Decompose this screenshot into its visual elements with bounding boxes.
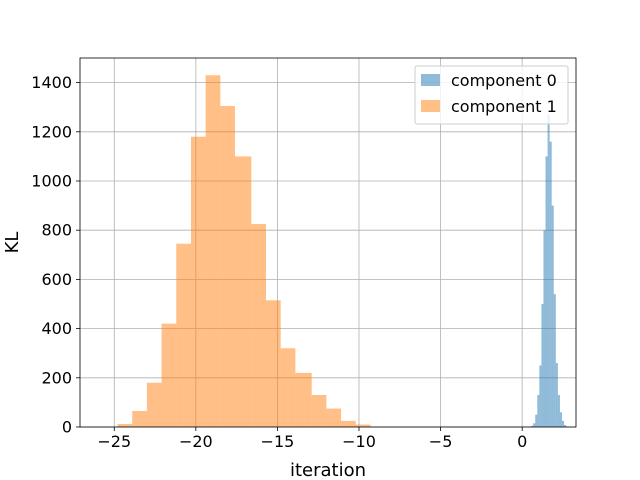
y-axis-label: KL xyxy=(2,232,23,254)
axis-ticks: −25 −20 −15 −10 −5 0 0 200 400 600 800 1000 1200 1400 xyxy=(31,73,527,451)
histogram-bar-component-1 xyxy=(176,243,191,427)
x-tick-label: −15 xyxy=(261,432,295,451)
histogram-bar-component-0 xyxy=(559,412,562,427)
histogram-bar-component-1 xyxy=(280,348,296,427)
legend-swatch-component-0 xyxy=(421,74,440,86)
y-tick-label: 600 xyxy=(41,270,72,289)
histogram-bar-component-0 xyxy=(545,156,548,427)
histogram-bar-component-1 xyxy=(341,420,356,427)
histogram-bar-component-0 xyxy=(539,365,542,427)
histogram-bar-component-0 xyxy=(564,425,567,427)
histogram-bar-component-1 xyxy=(266,300,281,427)
plot-frame xyxy=(79,57,577,428)
histogram-bar-component-1 xyxy=(146,382,162,427)
histogram-bar-component-1 xyxy=(132,411,147,427)
histogram-bar-component-1 xyxy=(190,136,206,427)
x-tick-label: −20 xyxy=(179,432,213,451)
y-tick-label: 0 xyxy=(62,418,72,437)
histogram-bar-component-0 xyxy=(555,363,558,427)
histogram-bars xyxy=(101,75,569,427)
histogram-bar-component-1 xyxy=(355,424,371,427)
histogram-bar-component-1 xyxy=(326,408,342,427)
histogram-bar-component-0 xyxy=(553,294,556,427)
histogram-bar-component-1 xyxy=(235,156,252,427)
histogram-bar-component-1 xyxy=(220,105,235,427)
histogram-bar-component-0 xyxy=(549,141,552,427)
histogram-bar-component-0 xyxy=(561,420,565,427)
histogram-bar-component-1 xyxy=(205,75,221,427)
histogram-bar-component-0 xyxy=(533,423,536,427)
y-tick-label: 1000 xyxy=(31,172,72,191)
y-tick-label: 400 xyxy=(41,319,72,338)
x-axis-label: iteration xyxy=(290,460,366,480)
histogram-bar-component-0 xyxy=(531,425,534,427)
histogram-bar-component-0 xyxy=(547,114,550,427)
histogram-bar-component-0 xyxy=(543,230,546,427)
x-tick-label: −10 xyxy=(342,432,376,451)
histogram-bar-component-1 xyxy=(251,224,266,427)
x-tick-label: 0 xyxy=(517,432,527,451)
x-tick-label: −25 xyxy=(97,432,131,451)
y-tick-label: 1200 xyxy=(31,122,72,141)
histogram-bar-component-0 xyxy=(535,414,538,427)
x-tick-label: −5 xyxy=(429,432,453,451)
histogram-bar-component-1 xyxy=(295,372,312,427)
legend-label-component-1: component 1 xyxy=(451,97,557,116)
y-tick-label: 800 xyxy=(41,221,72,240)
legend: component 0 component 1 xyxy=(414,65,569,125)
legend-swatch-component-1 xyxy=(421,100,440,112)
histogram-bar-component-1 xyxy=(161,323,177,427)
y-tick-label: 200 xyxy=(41,368,72,387)
legend-box xyxy=(414,65,569,125)
y-tick-label: 1400 xyxy=(31,73,72,92)
histogram-bar-component-1 xyxy=(311,395,327,427)
legend-label-component-0: component 0 xyxy=(451,71,557,90)
histogram-bar-component-0 xyxy=(551,205,554,427)
histogram-bar-component-0 xyxy=(557,395,560,427)
histogram-bar-component-0 xyxy=(537,395,540,427)
histogram-bar-component-0 xyxy=(541,304,544,427)
histogram-bar-component-1 xyxy=(117,424,133,427)
